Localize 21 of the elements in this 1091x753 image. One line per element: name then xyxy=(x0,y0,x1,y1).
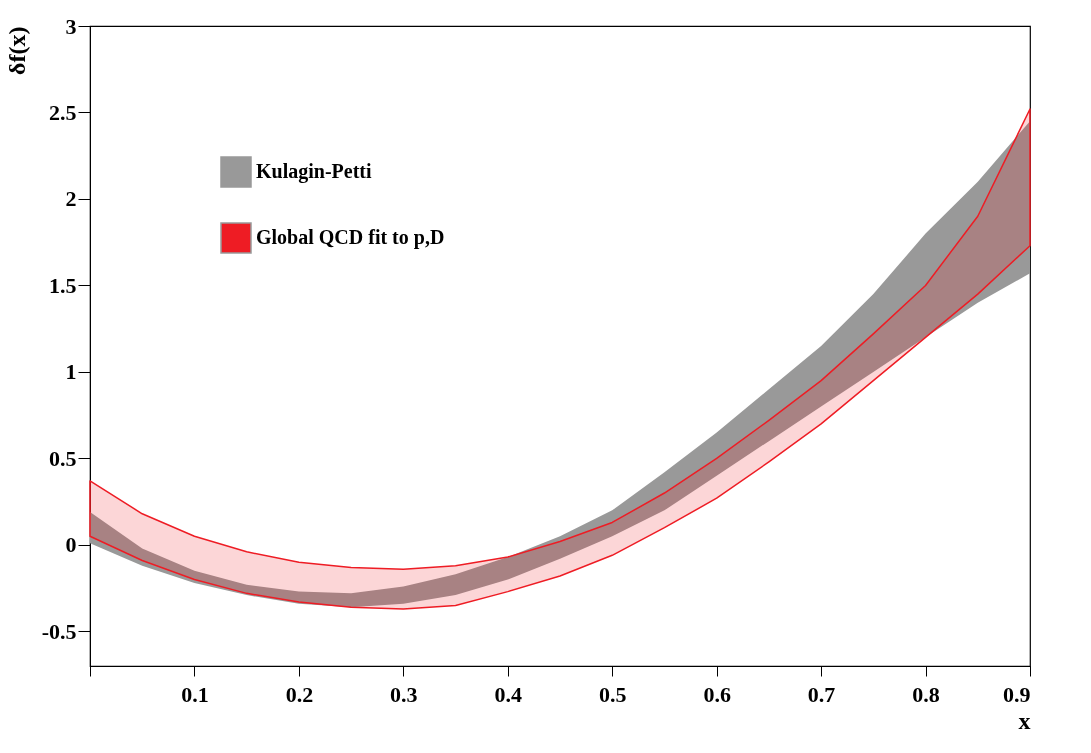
y-tick-label: 0.5 xyxy=(49,445,77,471)
y-tick-label: 0 xyxy=(65,532,77,558)
y-tick-label: 2.5 xyxy=(49,99,77,125)
x-tick-label: 0.7 xyxy=(807,681,836,707)
x-axis-title: x xyxy=(1018,707,1031,734)
x-tick-label: 0.1 xyxy=(181,681,209,707)
y-tick-label: -0.5 xyxy=(41,618,77,644)
x-tick-label: 0.4 xyxy=(494,681,523,707)
y-tick-label: 3 xyxy=(65,13,77,39)
x-tick-label: 0.2 xyxy=(285,681,314,707)
x-tick-label: 0.5 xyxy=(598,681,627,707)
y-tick-label: 1.5 xyxy=(49,272,77,298)
y-tick-label: 2 xyxy=(65,186,77,212)
legend-label: Kulagin-Petti xyxy=(256,160,372,183)
x-tick-label: 0.9 xyxy=(1003,681,1031,707)
y-axis-title: δf(x) xyxy=(3,26,30,75)
x-tick-label: 0.3 xyxy=(390,681,418,707)
legend-label: Global QCD fit to p,D xyxy=(256,226,445,249)
y-tick-label: 1 xyxy=(65,359,77,385)
x-tick-label: 0.8 xyxy=(912,681,940,707)
x-tick-label: 0.6 xyxy=(703,681,731,707)
